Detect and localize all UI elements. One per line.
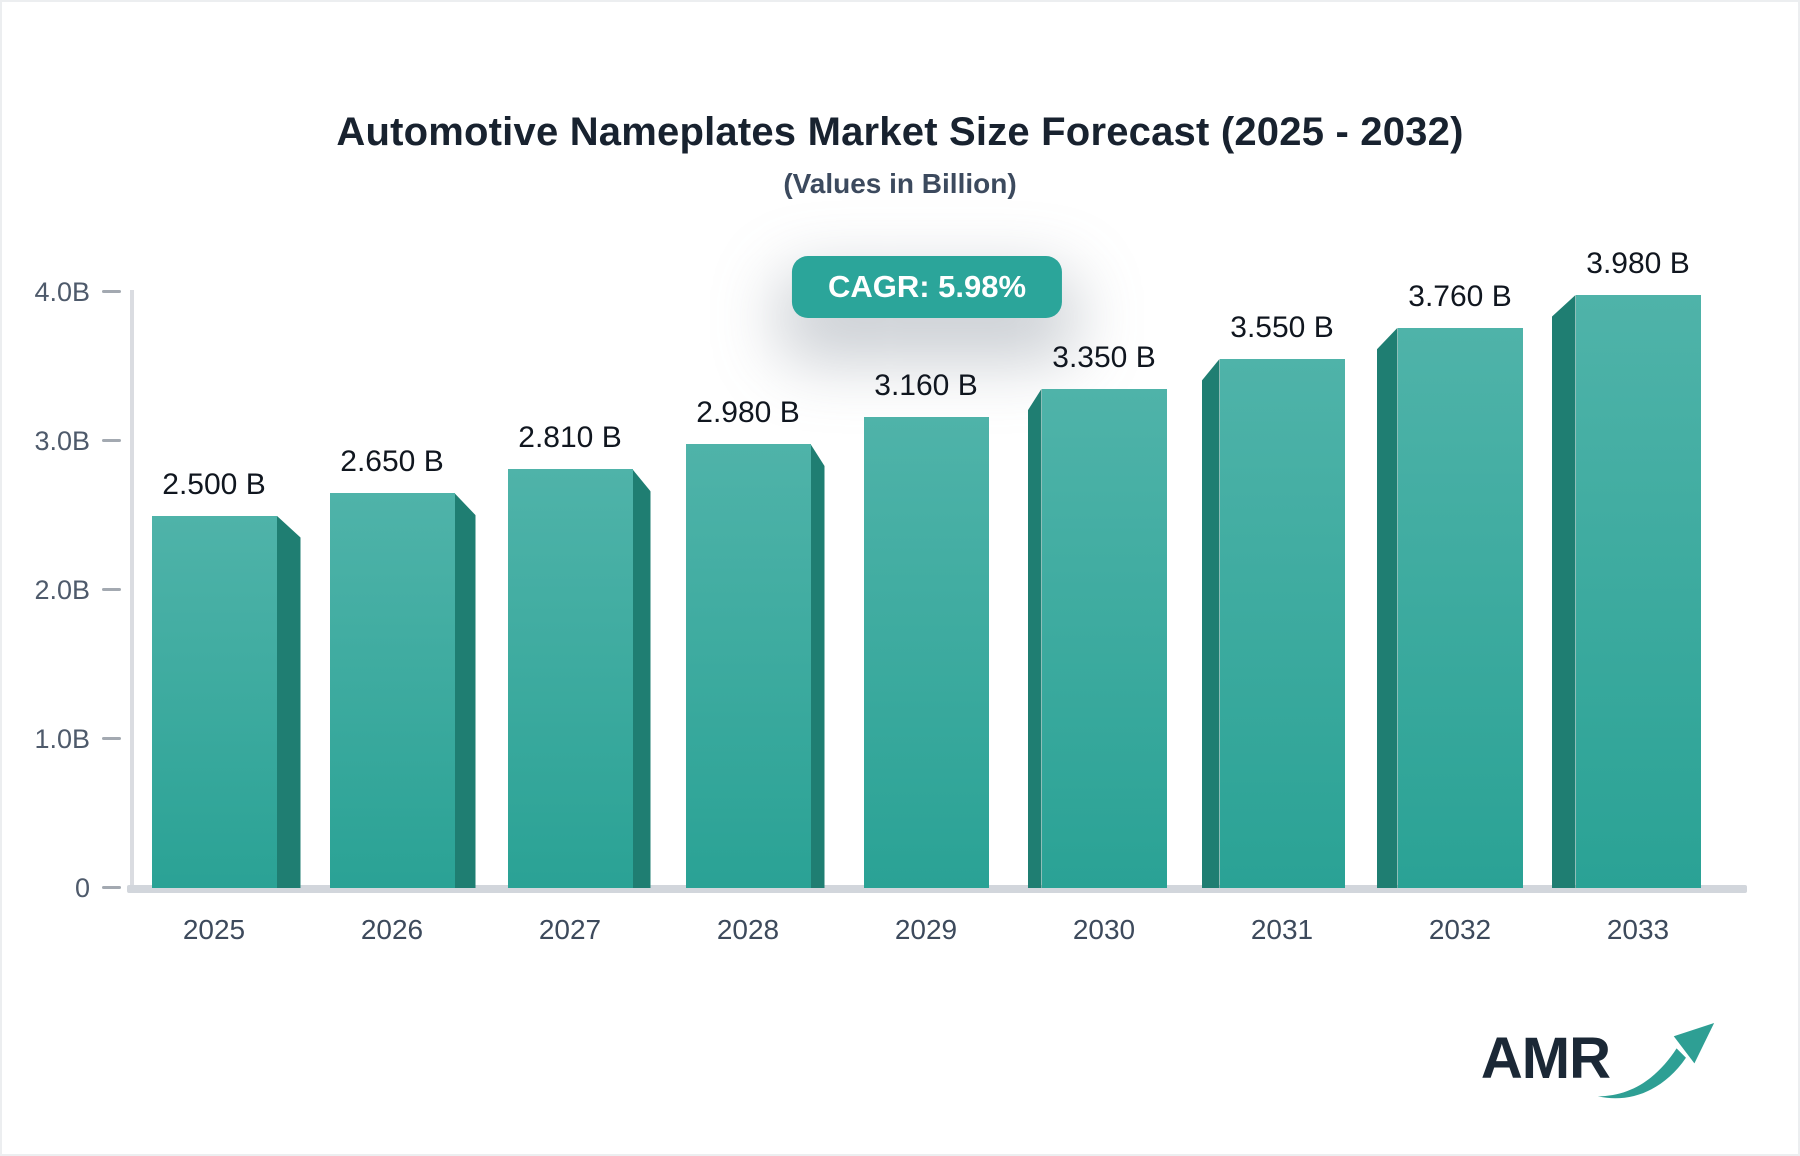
bar-side-2033: [1551, 294, 1576, 888]
bar-front-2029: [863, 417, 989, 888]
y-axis-tick-label: 3.0B: [34, 426, 90, 456]
bar-value-label: 2.650 B: [340, 445, 444, 479]
chart-subtitle: (Values in Billion): [783, 168, 1017, 199]
bar-side-2028: [810, 443, 825, 888]
bar-value-label: 3.980 B: [1586, 246, 1690, 280]
bar-front-2030: [1041, 388, 1167, 888]
y-axis-tick-dash: [102, 886, 121, 889]
x-axis-label: 2031: [1250, 914, 1314, 945]
bar-value-label: 2.980 B: [696, 395, 800, 429]
bar-side-2032: [1376, 327, 1398, 888]
bar-value-label: 3.760 B: [1408, 279, 1512, 313]
y-axis-tick-label: 1.0B: [34, 724, 90, 754]
x-axis-label: 2025: [182, 914, 246, 945]
bar-front-2031: [1219, 359, 1345, 888]
bar-front-2025: [151, 515, 277, 888]
bar-side-2025: [276, 515, 301, 888]
bar-value-label: 2.500 B: [162, 467, 266, 501]
bar-front-2027: [507, 469, 633, 888]
bar-value-label: 3.350 B: [1052, 340, 1156, 374]
y-axis-line: [130, 290, 134, 888]
x-axis-label: 2027: [538, 914, 602, 945]
bar-value-label: 3.550 B: [1230, 311, 1334, 345]
cagr-badge: CAGR: 5.98%: [791, 256, 1063, 318]
bar-front-2026: [329, 493, 455, 888]
amr-logo-text: AMR: [1480, 1026, 1611, 1091]
bar-side-2026: [454, 493, 476, 888]
x-axis-label: 2033: [1606, 914, 1670, 945]
x-axis-label: 2026: [360, 914, 424, 945]
bar-side-2031: [1201, 359, 1220, 888]
x-axis-baseline: [127, 885, 1747, 893]
amr-logo: AMR: [1481, 1010, 1716, 1108]
growth-arrow-icon: [1597, 1023, 1715, 1099]
bar-front-2033: [1575, 294, 1701, 888]
chart-title: Automotive Nameplates Market Size Foreca…: [336, 110, 1464, 154]
y-axis-tick-dash: [102, 737, 121, 740]
bar-front-2032: [1397, 327, 1523, 888]
y-axis-tick-dash: [102, 588, 121, 591]
x-axis-label: 2029: [894, 914, 958, 945]
x-axis-label: 2028: [716, 914, 780, 945]
bar-front-2028: [685, 443, 811, 888]
bar-value-label: 3.160 B: [874, 369, 978, 403]
bar-value-label: 2.810 B: [518, 421, 622, 455]
y-axis-tick-label: 0: [74, 873, 90, 903]
y-axis-tick-dash: [102, 439, 121, 442]
x-axis-label: 2032: [1428, 914, 1492, 945]
x-axis-label: 2030: [1072, 914, 1136, 945]
y-axis-tick-dash: [102, 290, 121, 293]
bar-side-2027: [632, 469, 651, 888]
y-axis-tick-label: 4.0B: [34, 277, 90, 307]
y-axis-tick-label: 2.0B: [34, 575, 90, 605]
bar-side-2030: [1027, 388, 1042, 888]
